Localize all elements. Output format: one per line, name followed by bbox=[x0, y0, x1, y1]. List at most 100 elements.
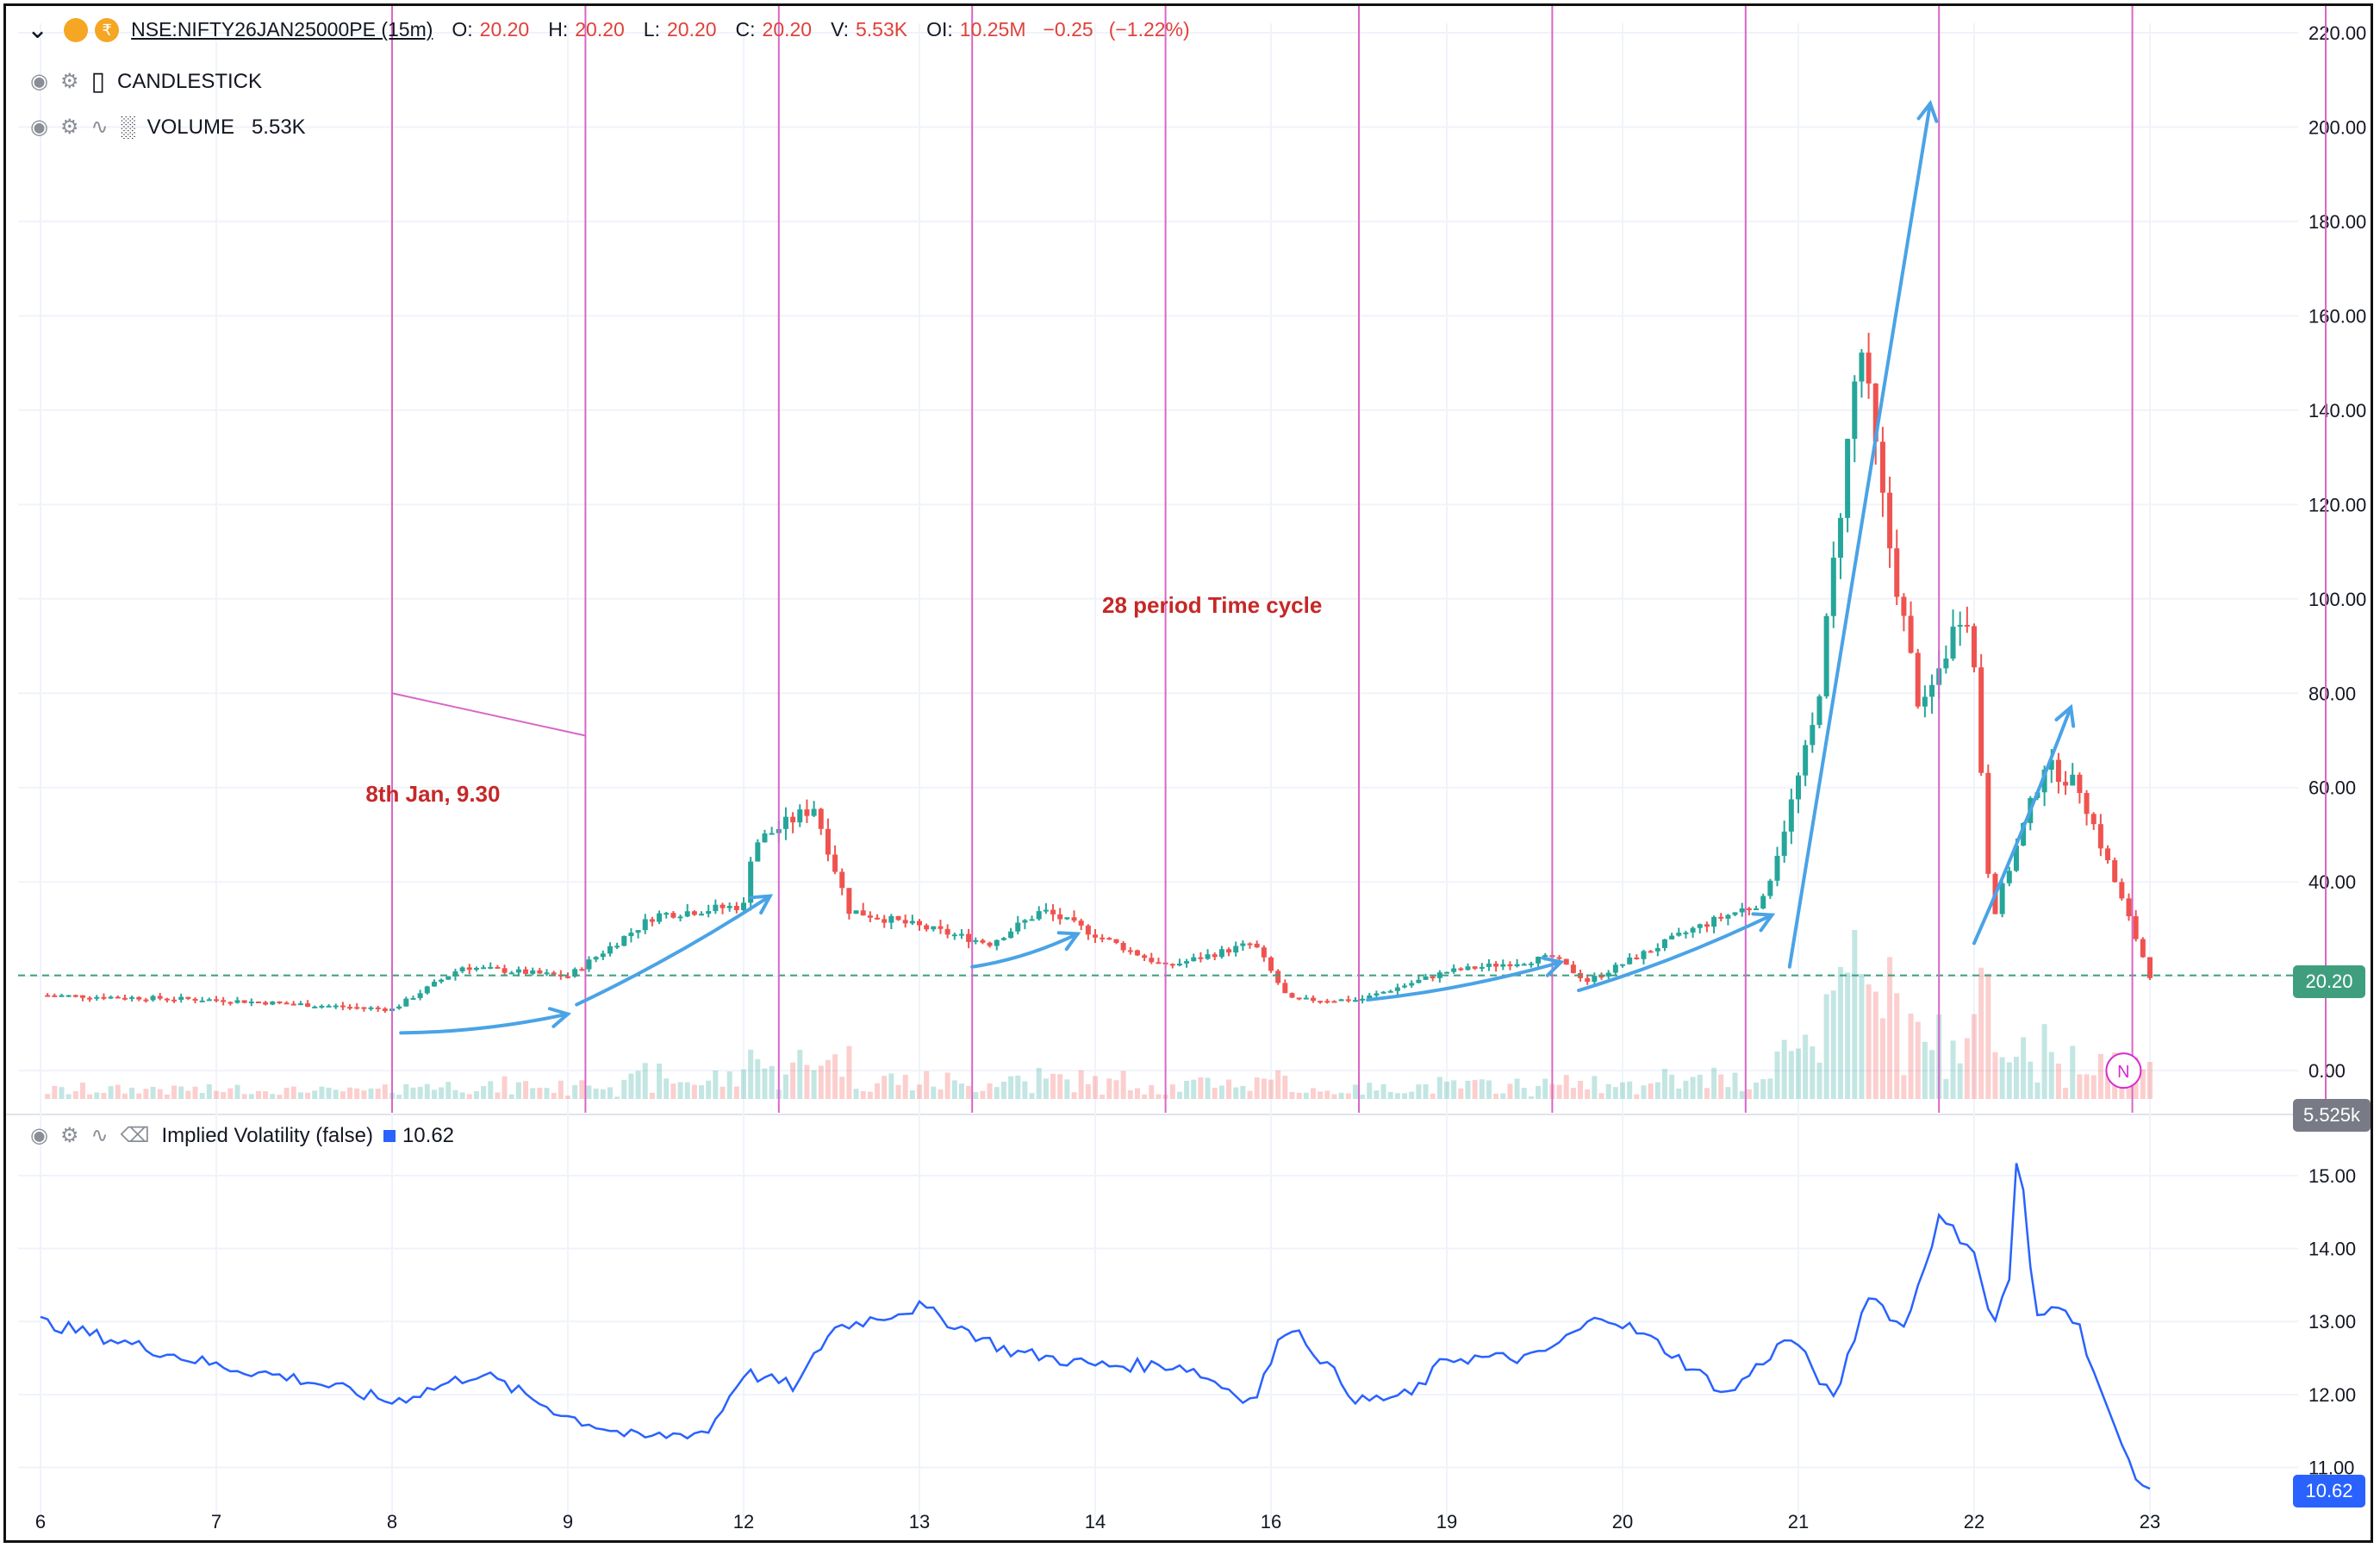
candle-body[interactable] bbox=[1500, 964, 1506, 967]
candle-body[interactable] bbox=[1078, 921, 1084, 926]
candle-body[interactable] bbox=[565, 976, 570, 978]
candle-body[interactable] bbox=[733, 906, 739, 910]
candle-body[interactable] bbox=[431, 982, 437, 987]
candle-body[interactable] bbox=[473, 967, 479, 971]
candle-body[interactable] bbox=[1071, 917, 1077, 921]
candle-body[interactable] bbox=[1444, 971, 1449, 974]
candle-body[interactable] bbox=[1465, 966, 1471, 971]
candle-body[interactable] bbox=[1367, 995, 1373, 999]
candle-body[interactable] bbox=[1282, 983, 1288, 994]
candle-body[interactable] bbox=[1978, 667, 1984, 773]
candle-body[interactable] bbox=[2105, 848, 2111, 861]
candle-body[interactable] bbox=[699, 914, 705, 916]
candle-body[interactable] bbox=[1142, 955, 1148, 958]
candle-body[interactable] bbox=[755, 842, 761, 862]
candle-body[interactable] bbox=[1015, 922, 1021, 932]
candle-body[interactable] bbox=[551, 972, 557, 975]
candle-body[interactable] bbox=[1240, 943, 1246, 946]
candle-body[interactable] bbox=[305, 1003, 311, 1008]
candle-body[interactable] bbox=[1331, 1001, 1337, 1003]
candle-body[interactable] bbox=[1915, 652, 1921, 707]
candle-body[interactable] bbox=[677, 916, 683, 919]
candle-body[interactable] bbox=[558, 974, 564, 977]
candle-body[interactable] bbox=[375, 1007, 381, 1009]
candle-body[interactable] bbox=[1887, 492, 1893, 549]
candle-body[interactable] bbox=[818, 808, 824, 829]
candle-body[interactable] bbox=[1985, 772, 1991, 874]
candle-body[interactable] bbox=[726, 906, 732, 908]
candle-body[interactable] bbox=[283, 1002, 290, 1005]
eye-icon[interactable]: ◉ bbox=[30, 1124, 48, 1147]
candle-body[interactable] bbox=[966, 933, 972, 942]
candle-body[interactable] bbox=[157, 996, 163, 999]
candle-body[interactable] bbox=[2112, 860, 2118, 883]
candle-body[interactable] bbox=[888, 915, 894, 923]
candle-body[interactable] bbox=[987, 942, 993, 946]
candle-body[interactable] bbox=[951, 934, 957, 937]
candle-body[interactable] bbox=[121, 997, 128, 1000]
candle-body[interactable] bbox=[1964, 625, 1970, 627]
candle-body[interactable] bbox=[361, 1007, 367, 1009]
candle-body[interactable] bbox=[825, 828, 831, 855]
gear-icon[interactable]: ⚙ bbox=[59, 115, 79, 139]
candle-body[interactable] bbox=[1605, 972, 1611, 977]
candle-body[interactable] bbox=[1570, 964, 1576, 973]
candle-body[interactable] bbox=[853, 910, 859, 914]
candle-body[interactable] bbox=[664, 913, 670, 915]
candle-body[interactable] bbox=[706, 911, 712, 914]
candle-body[interactable] bbox=[2055, 759, 2061, 783]
candle-body[interactable] bbox=[614, 946, 620, 948]
candle-body[interactable] bbox=[1149, 958, 1155, 963]
candle-body[interactable] bbox=[206, 999, 212, 1002]
candle-body[interactable] bbox=[1338, 999, 1344, 1002]
candle-body[interactable] bbox=[1563, 958, 1569, 965]
candle-body[interactable] bbox=[875, 917, 881, 920]
candle-body[interactable] bbox=[495, 966, 501, 969]
candle-body[interactable] bbox=[248, 1002, 254, 1004]
candle-body[interactable] bbox=[1289, 993, 1295, 998]
candle-body[interactable] bbox=[178, 996, 184, 1000]
candle-body[interactable] bbox=[1472, 966, 1478, 969]
trend-arrow[interactable] bbox=[1787, 102, 1932, 969]
candle-body[interactable] bbox=[1746, 908, 1752, 910]
candle-body[interactable] bbox=[1943, 659, 1949, 669]
candle-body[interactable] bbox=[621, 936, 627, 946]
candle-body[interactable] bbox=[1669, 935, 1675, 939]
candle-body[interactable] bbox=[607, 946, 613, 954]
candle-body[interactable] bbox=[1598, 976, 1604, 978]
candle-body[interactable] bbox=[255, 1002, 261, 1004]
candle-body[interactable] bbox=[1654, 947, 1660, 952]
candle-body[interactable] bbox=[1205, 954, 1211, 959]
candle-body[interactable] bbox=[1100, 937, 1106, 939]
news-marker[interactable] bbox=[2105, 1052, 2142, 1089]
candle-body[interactable] bbox=[185, 996, 191, 999]
candle-body[interactable] bbox=[417, 993, 423, 998]
candle-body[interactable] bbox=[1247, 943, 1253, 946]
candle-body[interactable] bbox=[931, 926, 937, 930]
candle-body[interactable] bbox=[1823, 615, 1829, 696]
candle-body[interactable] bbox=[586, 959, 592, 970]
candle-body[interactable] bbox=[2097, 824, 2103, 849]
candle-body[interactable] bbox=[403, 998, 409, 1007]
candle-body[interactable] bbox=[143, 999, 149, 1002]
candle-body[interactable] bbox=[1008, 931, 1014, 939]
candle-body[interactable] bbox=[530, 970, 536, 974]
candle-body[interactable] bbox=[199, 1000, 205, 1002]
candle-body[interactable] bbox=[488, 966, 494, 969]
candle-body[interactable] bbox=[1043, 909, 1049, 912]
trend-arrow[interactable] bbox=[1972, 705, 2073, 946]
candle-body[interactable] bbox=[1859, 353, 1865, 382]
candle-body[interactable] bbox=[1697, 924, 1703, 928]
candle-body[interactable] bbox=[410, 997, 416, 1000]
candle-body[interactable] bbox=[691, 911, 697, 915]
candle-body[interactable] bbox=[1796, 775, 1801, 800]
candle-body[interactable] bbox=[2133, 916, 2139, 939]
candle-body[interactable] bbox=[782, 816, 788, 829]
candle-body[interactable] bbox=[347, 1007, 353, 1009]
candle-body[interactable] bbox=[1176, 963, 1182, 966]
candle-body[interactable] bbox=[1226, 949, 1232, 953]
candle-body[interactable] bbox=[1184, 961, 1190, 964]
candle-body[interactable] bbox=[1774, 855, 1780, 881]
candle-body[interactable] bbox=[1198, 957, 1204, 959]
candle-body[interactable] bbox=[326, 1005, 332, 1008]
